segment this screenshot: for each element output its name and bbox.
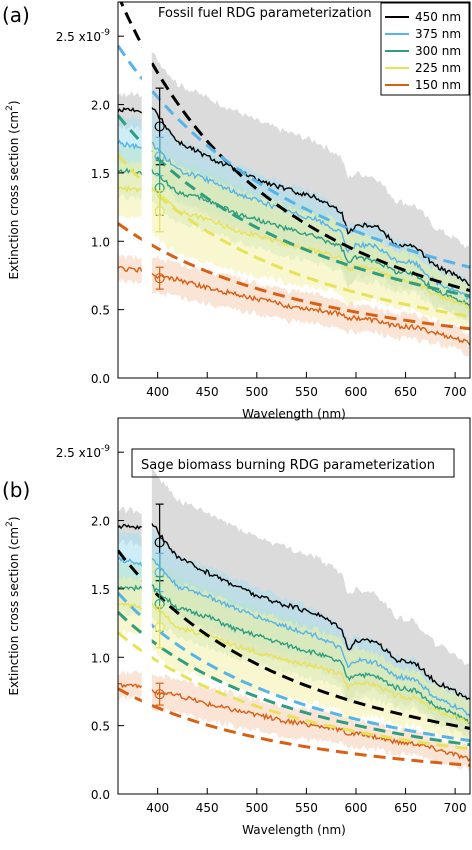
x-tick-label: 700 [444, 801, 467, 815]
y-tick-label: 0.0 [91, 788, 110, 802]
measured-point-225-nm [154, 622, 165, 633]
fit-line-450-nm [118, 549, 470, 730]
legend [380, 2, 470, 96]
series-line-375-nm [151, 141, 470, 301]
fit-line-300-nm [118, 114, 470, 298]
x-tick-label: 700 [444, 385, 467, 399]
series-line-450-nm [151, 523, 470, 701]
uncertainty-band-225-nm [151, 555, 469, 746]
x-tick-label: 600 [345, 801, 368, 815]
measured-point-450-nm [154, 537, 165, 548]
panel-b: 400 450 500 550 600 650 700 0.0 0.5 1.0 1.5 2.0 2.5 … [2, 417, 471, 837]
series-line-375-nm [118, 556, 143, 567]
series-line-375-nm [151, 557, 470, 718]
fit-line-300-nm [118, 611, 470, 747]
uncertainty-band-225-nm [151, 139, 469, 332]
x-tick-label: 450 [196, 801, 219, 815]
plot-area [118, 2, 470, 378]
fit-line-450-nm [119, 2, 470, 292]
uncertainty-band-150-nm [118, 253, 142, 285]
legend-entry: 450 nm [415, 10, 461, 24]
x-axis-label: Wavelength (nm) [242, 407, 346, 421]
measured-point-150-nm [154, 689, 165, 700]
series-line-450-nm [118, 107, 143, 114]
plot-frame [117, 417, 471, 795]
x-tick-label: 400 [146, 385, 169, 399]
x-tick-label: 550 [295, 801, 318, 815]
series-line-450-nm [118, 523, 142, 530]
x-tick-label: 400 [146, 801, 169, 815]
legend-entry: 375 nm [415, 27, 461, 41]
series-line-225-nm [118, 602, 142, 610]
y-axis-label: Extinction cross section (cm2) [5, 100, 21, 279]
series-line-450-nm [151, 107, 470, 287]
fit-line-225-nm [118, 631, 470, 751]
y-axis-label: Extinction cross section (cm2) [5, 516, 21, 695]
title-box [131, 448, 455, 478]
x-tick-label: 500 [245, 801, 268, 815]
y-tick-label: 2.0 [91, 515, 110, 529]
series-line-150-nm [118, 682, 143, 689]
panel-letter: (a) [2, 3, 30, 27]
fit-line-150-nm [118, 222, 470, 331]
panel-letter: (b) [2, 478, 30, 502]
fit-line-150-nm [118, 687, 470, 767]
x-tick-label: 650 [394, 385, 417, 399]
y-tick-label: 0.0 [91, 372, 110, 386]
x-tick-label: 550 [295, 385, 318, 399]
measured-point-150-nm [154, 273, 165, 284]
uncertainty-band-150-nm [151, 255, 469, 357]
y-tick-label: 1.0 [91, 651, 110, 665]
y-tick-label: 1.5 [91, 167, 110, 181]
panel-a: 400 450 500 550 600 650 700 0.0 0.5 1.0 1.5 2.0 2.5 … [2, 1, 471, 421]
x-tick-label: 600 [345, 385, 368, 399]
series-line-225-nm [151, 602, 470, 724]
fit-line-375-nm [118, 591, 470, 743]
measured-point-225-nm [154, 206, 165, 217]
y-tick-label: 0.5 [91, 304, 110, 318]
y-tick-label: 2.5 x10-9 [56, 444, 111, 460]
y-tick-label: 1.0 [91, 235, 110, 249]
series-line-150-nm [118, 265, 143, 273]
plot-frame [117, 1, 471, 379]
series-line-150-nm [151, 273, 470, 346]
legend-entry: 300 nm [415, 44, 461, 58]
series-line-375-nm [118, 139, 142, 150]
legend-entry: 225 nm [415, 61, 461, 75]
fit-line-375-nm [118, 44, 470, 269]
data-gap [141, 418, 152, 794]
data-gap [141, 2, 152, 378]
panel-title: Fossil fuel RDG parameterization [158, 6, 372, 21]
x-tick-label: 500 [245, 385, 268, 399]
y-tick-label: 2.0 [91, 99, 110, 113]
legend-entry: 150 nm [415, 78, 461, 92]
x-tick-label: 450 [196, 385, 219, 399]
x-axis-label: Wavelength (nm) [242, 823, 346, 837]
panel-title: Sage biomass burning RDG parameterizatio… [141, 458, 435, 473]
series-line-300-nm [118, 584, 143, 592]
series-line-300-nm [151, 584, 470, 724]
y-tick-label: 2.5 x10-9 [56, 28, 111, 44]
y-tick-label: 1.5 [91, 583, 110, 597]
plot-area [118, 418, 470, 794]
y-tick-label: 0.5 [91, 720, 110, 734]
fit-line-225-nm [118, 154, 470, 318]
series-line-150-nm [151, 689, 470, 763]
measured-point-450-nm [154, 121, 165, 132]
x-tick-label: 650 [394, 801, 417, 815]
series-line-225-nm [118, 184, 143, 194]
